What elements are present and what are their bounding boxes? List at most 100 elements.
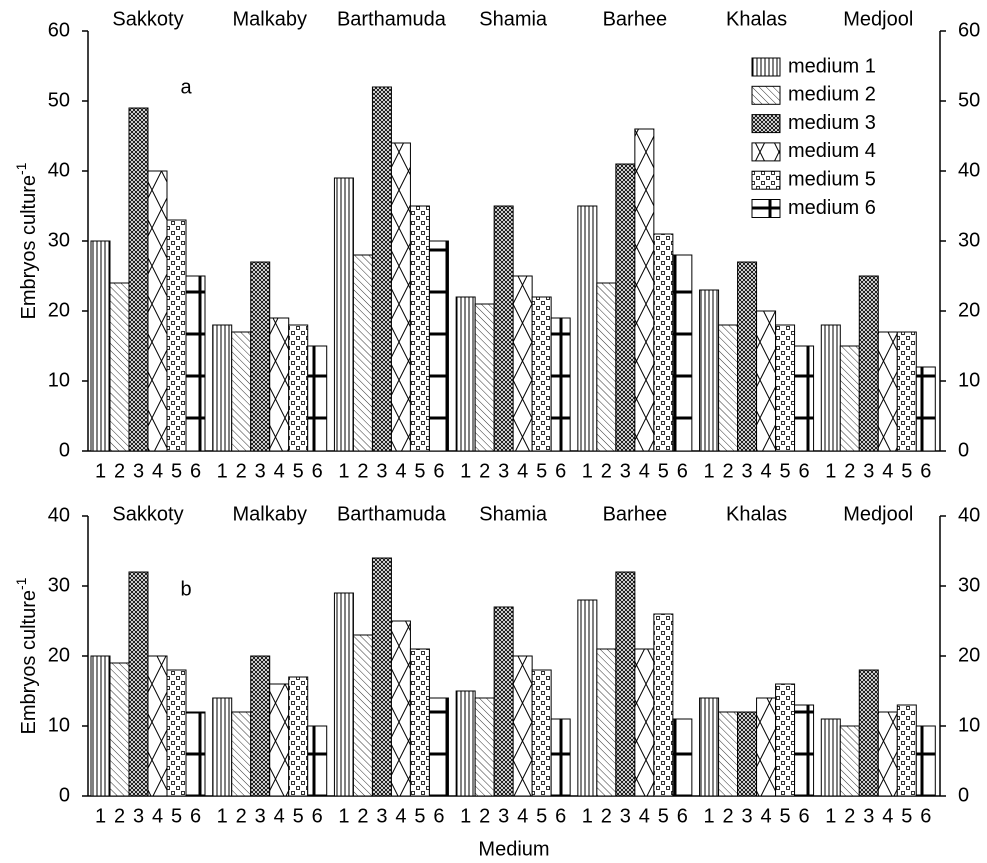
subcategory-label: 3 [620, 460, 631, 482]
subcategory-label: 5 [780, 460, 791, 482]
legend-label: medium 4 [788, 140, 876, 162]
subcategory-label: 6 [677, 805, 688, 827]
subcategory-label: 4 [639, 460, 650, 482]
y-tick-label: 10 [48, 714, 70, 736]
bar [250, 655, 271, 797]
subcategory-label: 1 [582, 805, 593, 827]
bar [794, 345, 815, 452]
y-tick-label: 20 [48, 644, 70, 666]
bar [718, 324, 739, 452]
subcategory-label: 2 [236, 805, 247, 827]
subcategory-label: 4 [761, 805, 772, 827]
y2-tick-label: 50 [958, 89, 980, 111]
y-axis-label-text: Embryos culture [18, 175, 40, 320]
subcategory-label: 2 [357, 460, 368, 482]
subcategory-label: 5 [171, 460, 182, 482]
bar [109, 662, 130, 797]
subcategory-label: 3 [255, 460, 266, 482]
bar [147, 170, 168, 452]
subcategory-label: 5 [780, 805, 791, 827]
bar [371, 86, 392, 452]
bar [212, 697, 233, 797]
bar [231, 331, 252, 452]
subcategory-label: 2 [844, 805, 855, 827]
bar [455, 690, 476, 797]
subcategory-label: 2 [601, 805, 612, 827]
bar [307, 345, 328, 452]
bar [896, 331, 917, 452]
y-tick-label: 0 [59, 784, 70, 806]
category-label: Medjool [843, 503, 913, 525]
subcategory-label: 3 [255, 805, 266, 827]
subcategory-label: 2 [723, 805, 734, 827]
bar [858, 669, 879, 797]
subcategory-label: 1 [95, 805, 106, 827]
bar [531, 669, 552, 797]
category-label: Malkaby [232, 503, 306, 525]
bar [269, 683, 290, 797]
subcategory-label: 6 [190, 460, 201, 482]
bar [90, 240, 111, 452]
subcategory-label: 6 [920, 460, 931, 482]
bar [493, 205, 514, 452]
subcategory-label: 5 [901, 805, 912, 827]
subcategory-label: 4 [274, 460, 285, 482]
y-tick-label: 40 [48, 504, 70, 526]
subcategory-label: 1 [825, 805, 836, 827]
bar [474, 697, 495, 797]
category-label: Shamia [479, 8, 548, 30]
subcategory-label: 6 [677, 460, 688, 482]
bar [737, 711, 758, 797]
bar [672, 254, 693, 452]
y-tick-label: 20 [48, 299, 70, 321]
category-label: Sakkoty [112, 503, 183, 525]
subcategory-label: 5 [171, 805, 182, 827]
subcategory-label: 3 [863, 460, 874, 482]
bar [166, 669, 187, 797]
y-axis-label: Embryos culture-1 [13, 577, 41, 734]
bar [390, 142, 411, 452]
subcategory-label: 2 [601, 460, 612, 482]
subcategory-label: 1 [582, 460, 593, 482]
y-tick-label: 0 [59, 439, 70, 461]
y2-tick-label: 10 [958, 369, 980, 391]
bar [550, 718, 571, 797]
legend-label: medium 2 [788, 84, 876, 106]
subcategory-label: 4 [395, 805, 406, 827]
legend-label: medium 1 [788, 55, 876, 77]
bar [634, 648, 655, 797]
subcategory-label: 4 [517, 805, 528, 827]
y2-tick-label: 0 [958, 784, 969, 806]
legend-label: medium 3 [788, 112, 876, 134]
bar [90, 655, 111, 797]
bar [474, 303, 495, 452]
subcategory-label: 1 [825, 460, 836, 482]
subcategory-label: 4 [152, 805, 163, 827]
bar [109, 282, 130, 452]
bar [577, 205, 598, 452]
bar [699, 697, 720, 797]
subcategory-label: 5 [414, 805, 425, 827]
bar [493, 606, 514, 797]
bar [615, 571, 636, 797]
bar [128, 571, 149, 797]
y-axis-label-sup: -1 [13, 577, 29, 590]
subcategory-label: 3 [498, 805, 509, 827]
bar [839, 345, 860, 452]
subcategory-label: 1 [95, 460, 106, 482]
bar [915, 725, 936, 797]
bar [896, 704, 917, 797]
subcategory-label: 3 [742, 460, 753, 482]
subcategory-label: 6 [555, 460, 566, 482]
subcategory-label: 5 [536, 460, 547, 482]
category-label: Shamia [479, 503, 548, 525]
panel-label: a [180, 76, 192, 98]
subcategory-label: 4 [639, 805, 650, 827]
bar [185, 275, 206, 452]
subcategory-label: 4 [274, 805, 285, 827]
subcategory-label: 2 [236, 460, 247, 482]
panel-label: b [180, 578, 191, 600]
bar [775, 324, 796, 452]
subcategory-label: 4 [882, 460, 893, 482]
subcategory-label: 2 [479, 460, 490, 482]
